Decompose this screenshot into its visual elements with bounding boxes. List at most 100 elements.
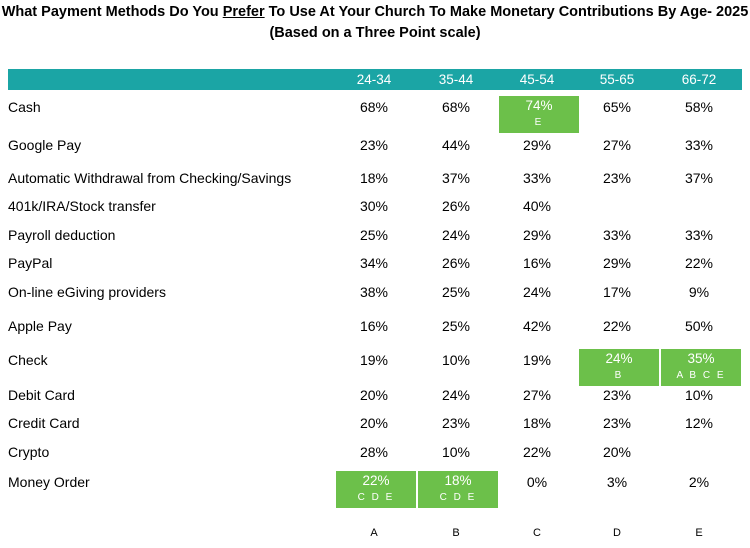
table-cell-value: 23% bbox=[359, 137, 389, 153]
table-cell-value: 65% bbox=[602, 99, 632, 115]
table-cell-value: 18% bbox=[359, 170, 389, 186]
table-cell-value: 24% bbox=[441, 387, 471, 403]
significance-letters: C D E bbox=[357, 492, 395, 503]
table-cell-value: 28% bbox=[359, 444, 389, 460]
table-cell-value: 20% bbox=[359, 415, 389, 431]
table-cell-value: 23% bbox=[602, 387, 632, 403]
row-label: Google Pay bbox=[8, 137, 82, 153]
table-cell-value: 22% bbox=[684, 255, 714, 271]
table-cell-value: 37% bbox=[441, 170, 471, 186]
significance-highlight bbox=[418, 471, 498, 508]
table-cell-value: 27% bbox=[522, 387, 552, 403]
table-cell-value: 42% bbox=[522, 318, 552, 334]
table-cell-value: 19% bbox=[359, 352, 389, 368]
table-cell-value: 26% bbox=[441, 198, 471, 214]
row-label: Money Order bbox=[8, 474, 90, 490]
title-emphasis: Prefer bbox=[222, 4, 265, 20]
significance-letters: E bbox=[534, 117, 544, 128]
table-cell-value: 2% bbox=[688, 474, 710, 490]
chart-title: What Payment Methods Do You Prefer To Us… bbox=[0, 2, 750, 44]
table-cell-value: 10% bbox=[441, 444, 471, 460]
significance-letters: C D E bbox=[439, 492, 477, 503]
column-letter: B bbox=[452, 527, 460, 539]
table-cell-value: 50% bbox=[684, 318, 714, 334]
column-header: 45-54 bbox=[519, 72, 555, 87]
table-cell-value: 10% bbox=[441, 352, 471, 368]
table-cell-value: 23% bbox=[441, 415, 471, 431]
significance-highlight bbox=[661, 349, 741, 386]
title-part-1: What Payment Methods Do You bbox=[1, 4, 223, 20]
row-label: 401k/IRA/Stock transfer bbox=[8, 198, 156, 214]
table-cell-value: 24% bbox=[522, 284, 552, 300]
table-cell-value: 33% bbox=[684, 137, 714, 153]
column-letter: E bbox=[695, 527, 703, 539]
column-letter: C bbox=[533, 527, 541, 539]
column-letter: D bbox=[613, 527, 621, 539]
table-cell-value: 33% bbox=[602, 227, 632, 243]
table-cell-value: 35% bbox=[687, 351, 715, 366]
table-cell-value: 27% bbox=[602, 137, 632, 153]
table-cell-value: 24% bbox=[605, 351, 633, 366]
significance-letters: A B C E bbox=[676, 370, 726, 381]
table-cell-value: 33% bbox=[684, 227, 714, 243]
table-cell-value: 25% bbox=[441, 318, 471, 334]
row-label: Payroll deduction bbox=[8, 227, 116, 243]
row-label: Crypto bbox=[8, 444, 50, 460]
table-cell-value: 18% bbox=[522, 415, 552, 431]
table-cell-value: 20% bbox=[602, 444, 632, 460]
table-cell-value: 18% bbox=[444, 473, 472, 488]
row-label: Check bbox=[8, 352, 48, 368]
table-cell-value: 25% bbox=[359, 227, 389, 243]
table-cell-value: 3% bbox=[606, 474, 628, 490]
row-label: Apple Pay bbox=[8, 318, 72, 334]
row-label: On-line eGiving providers bbox=[8, 284, 166, 300]
table-cell-value: 29% bbox=[602, 255, 632, 271]
table-cell-value: 17% bbox=[602, 284, 632, 300]
column-header: 55-65 bbox=[599, 72, 635, 87]
row-label: Credit Card bbox=[8, 415, 80, 431]
significance-highlight bbox=[499, 96, 579, 133]
chart-subtitle: (Based on a Three Point scale) bbox=[269, 25, 481, 41]
row-label: Automatic Withdrawal from Checking/Savin… bbox=[8, 170, 292, 186]
table-cell-value: 22% bbox=[522, 444, 552, 460]
column-header: 66-72 bbox=[681, 72, 717, 87]
table-cell-value: 16% bbox=[359, 318, 389, 334]
table-cell-value: 20% bbox=[359, 387, 389, 403]
table-cell-value: 74% bbox=[525, 98, 553, 113]
header-band bbox=[8, 69, 742, 90]
significance-letters: B bbox=[614, 370, 624, 381]
table-cell-value: 68% bbox=[441, 99, 471, 115]
table-cell-value: 22% bbox=[602, 318, 632, 334]
table-cell-value: 24% bbox=[441, 227, 471, 243]
table-cell-value: 10% bbox=[684, 387, 714, 403]
row-label: PayPal bbox=[8, 255, 53, 271]
table-cell-value: 19% bbox=[522, 352, 552, 368]
title-part-2: To Use At Your Church To Make Monetary C… bbox=[264, 4, 749, 20]
row-label: Debit Card bbox=[8, 387, 75, 403]
table-cell-value: 26% bbox=[441, 255, 471, 271]
column-header: 24-34 bbox=[356, 72, 392, 87]
table-cell-value: 23% bbox=[602, 415, 632, 431]
title-line-1: What Payment Methods Do You Prefer To Us… bbox=[0, 2, 750, 23]
table-cell-value: 9% bbox=[688, 284, 710, 300]
column-letter: A bbox=[370, 527, 378, 539]
table-cell-value: 38% bbox=[359, 284, 389, 300]
row-label: Cash bbox=[8, 99, 41, 115]
table-cell-value: 58% bbox=[684, 99, 714, 115]
table-cell-value: 34% bbox=[359, 255, 389, 271]
significance-highlight bbox=[579, 349, 659, 386]
table-cell-value: 44% bbox=[441, 137, 471, 153]
table-cell-value: 29% bbox=[522, 227, 552, 243]
table-cell-value: 68% bbox=[359, 99, 389, 115]
table-cell-value: 16% bbox=[522, 255, 552, 271]
table-cell-value: 25% bbox=[441, 284, 471, 300]
table-cell-value: 23% bbox=[602, 170, 632, 186]
table-cell-value: 37% bbox=[684, 170, 714, 186]
significance-highlight bbox=[336, 471, 416, 508]
column-header: 35-44 bbox=[438, 72, 474, 87]
table-cell-value: 0% bbox=[526, 474, 548, 490]
table-cell-value: 30% bbox=[359, 198, 389, 214]
table-cell-value: 33% bbox=[522, 170, 552, 186]
table-cell-value: 29% bbox=[522, 137, 552, 153]
table-cell-value: 22% bbox=[362, 473, 390, 488]
